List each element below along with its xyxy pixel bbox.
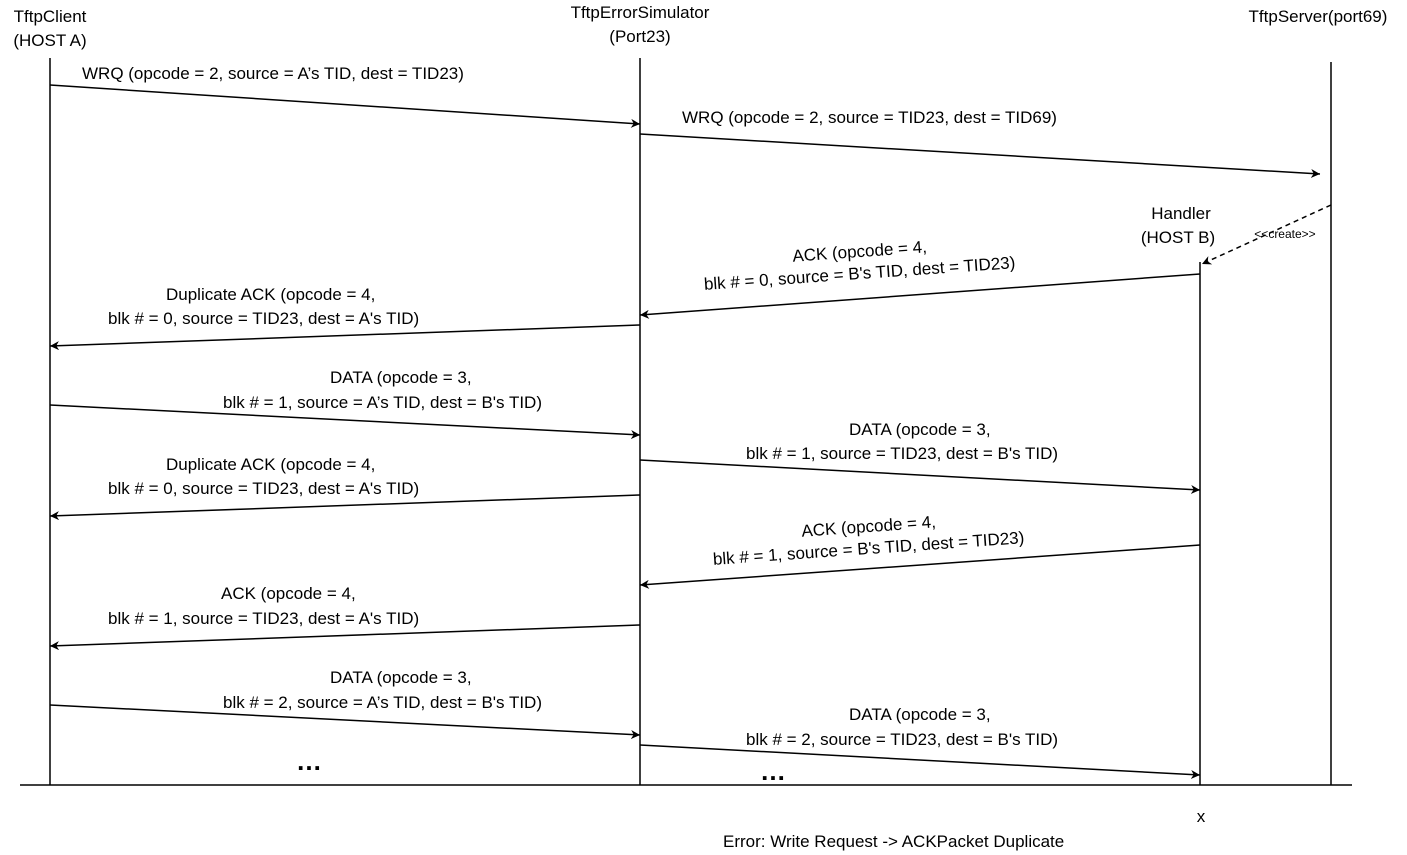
error-caption: Error: Write Request -> ACKPacket Duplic… (723, 832, 1064, 851)
msg-data2-client-label-1: DATA (opcode = 3, (330, 668, 472, 687)
msg-ack1-a-arrow (49, 624, 641, 651)
msg-data2-client-arrow (49, 704, 641, 740)
client-name: TftpClient (14, 7, 87, 26)
msg-data2-sim-arrow (639, 744, 1201, 780)
msg-data2-sim-label-2: blk # = 2, source = TID23, dest = B's TI… (746, 730, 1058, 749)
msg-data1-sim-label-1: DATA (opcode = 3, (849, 420, 991, 439)
msg-ack1-a-label-1: ACK (opcode = 4, (221, 584, 356, 603)
create-arrow (1201, 204, 1332, 265)
msg-wrq-sim-label: WRQ (opcode = 2, source = TID23, dest = … (682, 108, 1057, 127)
msg-data1-sim-label-2: blk # = 1, source = TID23, dest = B's TI… (746, 444, 1058, 463)
simulator-port: (Port23) (609, 27, 670, 46)
msg-ack1-handler-arrow (639, 544, 1201, 589)
msg-wrq-client-arrow (49, 84, 641, 128)
msg-ack0-handler-arrow (639, 273, 1201, 319)
server-name: TftpServer(port69) (1249, 7, 1388, 26)
handler-host: (HOST B) (1141, 228, 1215, 247)
msg-dup-ack0-a-label-1: Duplicate ACK (opcode = 4, (166, 285, 375, 304)
msg-data1-client-label-1: DATA (opcode = 3, (330, 368, 472, 387)
msg-wrq-client-label: WRQ (opcode = 2, source = A’s TID, dest … (82, 64, 464, 83)
msg-ack1-a-label-2: blk # = 1, source = TID23, dest = A's TI… (108, 609, 419, 628)
msg-data2-sim-label-1: DATA (opcode = 3, (849, 705, 991, 724)
msg-data2-client-label-2: blk # = 2, source = A’s TID, dest = B's … (223, 693, 542, 712)
msg-data1-sim-arrow (639, 459, 1201, 495)
ellipsis-right: … (760, 756, 786, 786)
msg-dup-ack0-b-arrow (49, 494, 641, 521)
msg-data1-client-arrow (49, 404, 641, 440)
create-label: <<create>> (1254, 227, 1315, 241)
msg-wrq-sim-arrow (639, 133, 1321, 178)
msg-dup-ack0-a-arrow (49, 324, 641, 351)
handler-name: Handler (1151, 204, 1211, 223)
msg-dup-ack0-a-label-2: blk # = 0, source = TID23, dest = A's TI… (108, 309, 419, 328)
msg-dup-ack0-b-label-1: Duplicate ACK (opcode = 4, (166, 455, 375, 474)
terminate-mark: x (1197, 807, 1206, 826)
ellipsis-left: … (296, 746, 322, 776)
client-host: (HOST A) (13, 31, 86, 50)
msg-data1-client-label-2: blk # = 1, source = A’s TID, dest = B's … (223, 393, 542, 412)
simulator-name: TftpErrorSimulator (571, 3, 710, 22)
msg-dup-ack0-b-label-2: blk # = 0, source = TID23, dest = A's TI… (108, 479, 419, 498)
